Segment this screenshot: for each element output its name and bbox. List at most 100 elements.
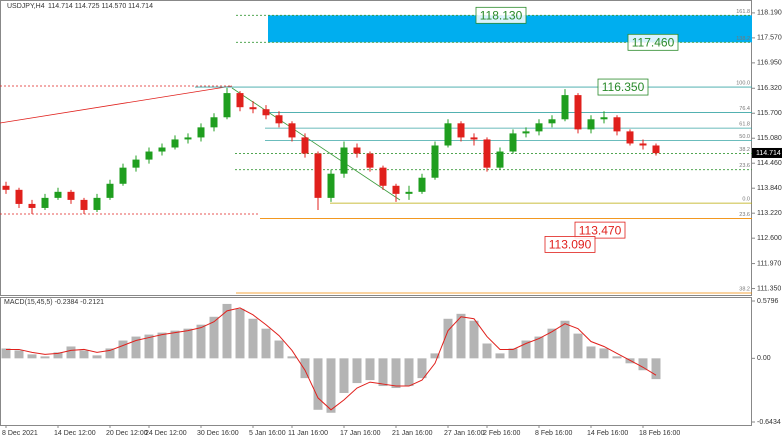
candle-body	[509, 133, 517, 152]
macd-bar	[274, 340, 284, 359]
macd-bar	[365, 358, 375, 381]
x-tick-label: 24 Dec 12:00	[145, 430, 187, 437]
candle-body	[587, 119, 595, 130]
fibo-level-label: 61.8	[739, 122, 750, 128]
x-tick-label: 8 Feb 16:00	[535, 430, 572, 437]
fibo-level-label: 100.0	[736, 81, 750, 87]
y-tick-label: 0.00	[757, 355, 771, 362]
target-label: 118.130	[480, 8, 523, 22]
x-tick-label: 21 Jan 16:00	[392, 430, 433, 437]
macd-bar	[170, 330, 180, 359]
candle-body	[197, 127, 205, 138]
x-tick-label: 14 Dec 12:00	[54, 430, 96, 437]
macd-bar	[495, 353, 505, 359]
macd-bar	[391, 358, 401, 389]
candle-body	[626, 131, 634, 144]
candle-body	[353, 147, 361, 154]
fibo-level-label: 38.2	[739, 147, 750, 153]
macd-bar	[651, 358, 661, 380]
x-tick-label: 17 Jan 16:00	[340, 430, 381, 437]
macd-bar	[196, 324, 206, 359]
macd-bar	[521, 340, 531, 359]
y-tick-label: 117.570	[757, 35, 782, 42]
target-label: 113.090	[549, 238, 592, 252]
fibo-level-label: 50.0	[739, 134, 750, 140]
macd-bar	[404, 358, 414, 387]
candle-body	[561, 95, 569, 120]
x-tick-label: 18 Feb 16:00	[639, 430, 680, 437]
candle-body	[275, 115, 283, 124]
macd-bar	[508, 348, 518, 359]
candle-body	[184, 137, 192, 140]
x-tick-label: 30 Dec 16:00	[197, 430, 239, 437]
macd-bar	[352, 358, 362, 384]
macd-bar	[300, 358, 310, 379]
macd-bar	[534, 336, 544, 359]
macd-bar	[235, 308, 245, 359]
candle-body	[210, 117, 218, 128]
macd-bar	[638, 358, 648, 371]
fibo-level-label: 23.6	[739, 212, 750, 218]
macd-bar	[586, 346, 596, 359]
candle-body	[379, 167, 387, 186]
symbol-title: USDJPY,H4	[7, 3, 45, 10]
macd-bar	[417, 358, 427, 379]
candle-body	[223, 93, 231, 118]
macd-bar	[456, 313, 466, 359]
fibo-level-label: 38.2	[739, 286, 750, 292]
macd-bar	[443, 318, 453, 359]
x-tick-label: 27 Jan 16:00	[444, 430, 485, 437]
macd-bar	[287, 356, 297, 359]
macd-bar	[183, 328, 193, 359]
candle-body	[574, 95, 582, 130]
candle-body	[15, 189, 23, 204]
y-tick-label: 111.350	[757, 285, 781, 292]
target-box-frame	[627, 33, 679, 51]
macd-bar	[326, 358, 336, 413]
macd-bar	[560, 320, 570, 359]
y-tick-label: 113.840	[757, 185, 782, 192]
target-box: 113.090	[544, 236, 596, 253]
candle-body	[249, 107, 257, 110]
fibo-level-label: 76.4	[739, 106, 750, 112]
macd-bar	[79, 350, 89, 359]
y-tick-label: 116.320	[757, 85, 782, 92]
price-info: 114.714 114.725 114.570 114.714	[48, 3, 153, 10]
macd-panel	[0, 297, 752, 426]
macd-bar	[92, 355, 102, 359]
candle-body	[600, 117, 608, 120]
fibo-trend-line	[231, 87, 401, 201]
candle-body	[652, 145, 660, 154]
candle-body	[158, 147, 166, 152]
fibo-level-label: 0.0	[742, 197, 750, 203]
macd-bar	[378, 358, 388, 387]
macd-bar	[599, 348, 609, 359]
target-box: 113.470	[574, 221, 626, 239]
target-label: 117.460	[632, 35, 675, 49]
candle-body	[548, 119, 556, 124]
price-tag-label: 114.714	[756, 150, 781, 157]
macd-bar	[209, 316, 219, 359]
candle-body	[340, 147, 348, 174]
candle-body	[54, 191, 62, 198]
candle-body	[366, 153, 374, 168]
macd-bar	[339, 358, 349, 393]
x-tick-label: 11 Jan 16:00	[288, 430, 328, 437]
y-tick-label: -0.6434	[757, 419, 781, 426]
candle-body	[483, 139, 491, 168]
macd-bar	[105, 348, 115, 359]
candle-body	[418, 177, 426, 192]
x-tick-label: 20 Dec 12:00	[106, 430, 148, 437]
target-box-frame	[597, 78, 649, 96]
candle-body	[106, 183, 114, 198]
y-tick-label: 113.220	[757, 210, 782, 217]
y-tick-label: 116.950	[757, 60, 782, 67]
candle-body	[522, 131, 530, 134]
y-tick-label: 115.700	[757, 110, 782, 117]
candle-body	[613, 117, 621, 132]
fibo-level-label: 161.8	[736, 9, 750, 15]
candle-body	[2, 185, 10, 190]
candle-body	[457, 123, 465, 138]
candle-body	[28, 203, 36, 208]
